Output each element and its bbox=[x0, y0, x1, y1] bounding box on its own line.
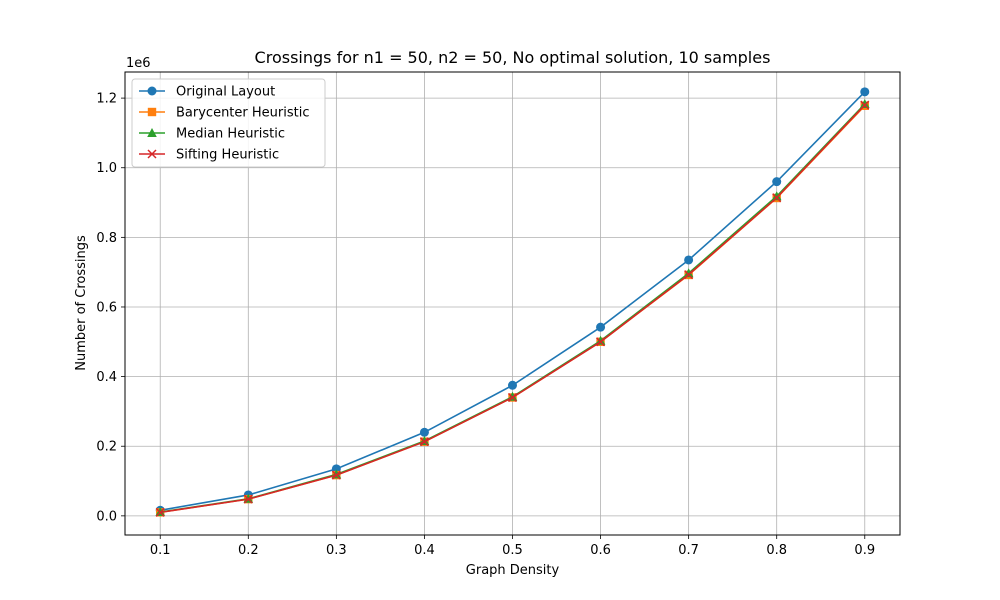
legend-marker bbox=[147, 149, 157, 159]
data-point bbox=[331, 470, 341, 480]
x-tick-label: 0.3 bbox=[326, 543, 347, 558]
legend-marker bbox=[147, 128, 157, 137]
axis-layer: 0.1 0.2 0.3 0.4 0.5 0.6 0.7 0.8 0.9 0.0 0.2 0.4 0.6 0… bbox=[96, 92, 875, 558]
x-tick-label: 0.8 bbox=[766, 543, 787, 558]
grid-layer bbox=[125, 72, 900, 535]
legend-entry: Barycenter Heuristic bbox=[139, 106, 309, 121]
legend-marker bbox=[147, 86, 157, 96]
y-tick-label: 1.2 bbox=[96, 92, 117, 107]
x-tick-label: 0.1 bbox=[150, 543, 171, 558]
series-3 bbox=[155, 100, 870, 517]
legend-marker bbox=[147, 107, 157, 117]
legend-box bbox=[131, 78, 326, 168]
data-point bbox=[860, 100, 870, 110]
y-tick-label: 0.2 bbox=[96, 440, 117, 455]
x-tick-label: 0.7 bbox=[678, 543, 699, 558]
legend-entry: Median Heuristic bbox=[139, 127, 285, 142]
legend-entry: Sifting Heuristic bbox=[139, 148, 279, 163]
data-point bbox=[243, 494, 253, 504]
y-axis-offset-label: 1e6 bbox=[126, 56, 151, 71]
data-point bbox=[155, 507, 165, 517]
y-tick-label: 1.0 bbox=[96, 161, 117, 176]
data-point bbox=[596, 322, 606, 332]
legend-label: Sifting Heuristic bbox=[176, 148, 279, 163]
data-point bbox=[684, 255, 694, 265]
data-point bbox=[596, 337, 606, 347]
series-layer bbox=[155, 87, 870, 517]
data-point bbox=[860, 87, 870, 97]
x-tick-label: 0.6 bbox=[590, 543, 611, 558]
data-point bbox=[507, 392, 518, 403]
y-tick-label: 0.6 bbox=[96, 300, 117, 315]
x-tick-label: 0.5 bbox=[502, 543, 523, 558]
data-point bbox=[419, 437, 429, 447]
legend-label: Barycenter Heuristic bbox=[176, 106, 309, 121]
data-point bbox=[772, 193, 782, 203]
x-axis-label: Graph Density bbox=[466, 563, 560, 578]
y-axis-label: Number of Crossings bbox=[74, 235, 89, 371]
legend-label: Median Heuristic bbox=[176, 127, 285, 142]
y-tick-label: 0.4 bbox=[96, 370, 117, 385]
x-tick-label: 0.2 bbox=[238, 543, 259, 558]
x-tick-label: 0.9 bbox=[854, 543, 875, 558]
data-point bbox=[508, 380, 517, 390]
data-point bbox=[859, 99, 870, 109]
y-tick-label: 0.0 bbox=[96, 509, 117, 524]
y-tick-label: 0.8 bbox=[96, 231, 117, 246]
chart-title: Crossings for n1 = 50, n2 = 50, No optim… bbox=[255, 48, 771, 67]
legend-entry: Original Layout bbox=[139, 85, 275, 100]
data-point bbox=[771, 191, 782, 201]
data-point bbox=[683, 268, 694, 278]
x-tick-label: 0.4 bbox=[414, 543, 435, 558]
data-point bbox=[772, 177, 782, 187]
legend-label: Original Layout bbox=[176, 85, 275, 100]
data-point bbox=[419, 427, 429, 437]
legend: Original Layout Barycenter Heuristic Media… bbox=[131, 78, 326, 168]
data-point bbox=[684, 270, 694, 280]
